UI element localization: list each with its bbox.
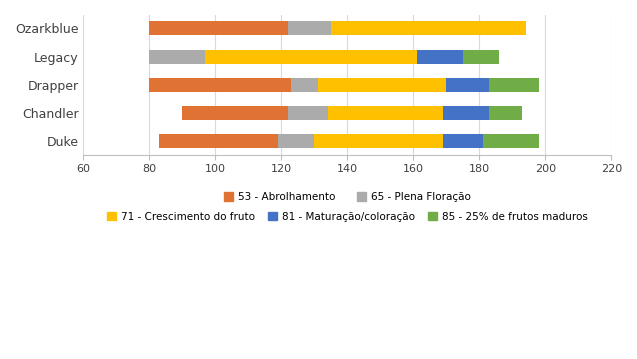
Bar [291, 78, 318, 92]
Bar [159, 134, 278, 148]
Bar [288, 21, 331, 36]
Bar [443, 106, 489, 120]
Bar [417, 50, 463, 64]
Bar [483, 134, 539, 148]
Bar [149, 78, 291, 92]
Bar [149, 50, 206, 64]
Bar [278, 134, 315, 148]
Bar [447, 78, 489, 92]
Bar [489, 78, 539, 92]
Bar [149, 21, 288, 36]
Bar [327, 106, 443, 120]
Bar [463, 50, 499, 64]
Bar [182, 106, 288, 120]
Bar [288, 106, 327, 120]
Bar [331, 21, 526, 36]
Bar [443, 134, 483, 148]
Legend: 71 - Crescimento do fruto, 81 - Maturação/coloração, 85 - 25% de frutos maduros: 71 - Crescimento do fruto, 81 - Maturaçã… [103, 208, 592, 226]
Bar [206, 50, 417, 64]
Bar [489, 106, 522, 120]
Bar [318, 78, 447, 92]
Bar [315, 134, 443, 148]
